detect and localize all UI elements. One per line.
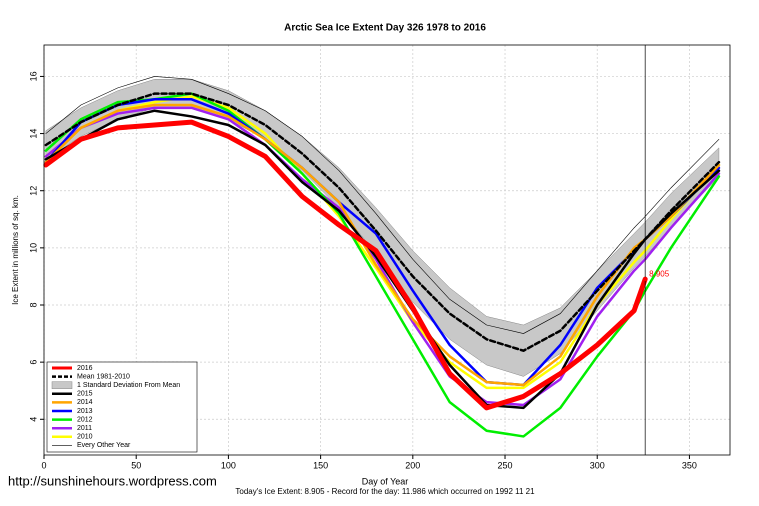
legend-label: 2015: [77, 391, 93, 398]
x-tick-label: 50: [131, 460, 141, 470]
series-line: [45, 76, 720, 334]
end-point: [643, 277, 648, 282]
source-url: http://sunshinehours.wordpress.com: [8, 473, 217, 488]
legend-label: 2013: [77, 408, 93, 415]
legend-label: Every Other Year: [77, 442, 131, 449]
legend-label: 1 Standard Deviation From Mean: [77, 382, 180, 389]
x-tick-label: 200: [405, 460, 420, 470]
y-tick-label: 14: [28, 129, 38, 139]
x-tick-label: 350: [682, 460, 697, 470]
series-line: [44, 98, 721, 387]
y-tick-label: 12: [28, 186, 38, 196]
y-tick-label: 6: [28, 360, 38, 365]
y-tick-label: 8: [28, 302, 38, 307]
series-line: [43, 119, 648, 411]
series-line: [44, 92, 721, 352]
plot-frame: [43, 44, 731, 456]
x-tick-label: 100: [221, 460, 236, 470]
footer: Today's Ice Extent: 8.905 - Record for t…: [235, 487, 535, 496]
legend-swatch: [51, 381, 73, 389]
y-axis-label: Ice Extent in millions of sq. km.: [11, 195, 20, 305]
legend-label: 2016: [77, 365, 93, 372]
y-tick-label: 10: [28, 243, 38, 253]
x-axis-label: Day of Year: [362, 476, 409, 486]
x-tick-label: 0: [41, 460, 46, 470]
legend-label: Mean 1981-2010: [77, 373, 130, 380]
series-line: [44, 95, 721, 390]
y-tick-label: 4: [28, 417, 38, 422]
y-tick-label: 16: [28, 71, 38, 81]
x-tick-label: 300: [590, 460, 605, 470]
chart-title: Arctic Sea Ice Extent Day 326 1978 to 20…: [284, 23, 486, 34]
legend-label: 2012: [77, 416, 93, 423]
x-tick-label: 250: [498, 460, 513, 470]
legend-label: 2011: [77, 425, 92, 432]
end-label: 8.905: [649, 269, 670, 278]
legend-label: 2014: [77, 399, 93, 406]
legend-label: 2010: [77, 434, 93, 441]
x-tick-label: 150: [313, 460, 328, 470]
